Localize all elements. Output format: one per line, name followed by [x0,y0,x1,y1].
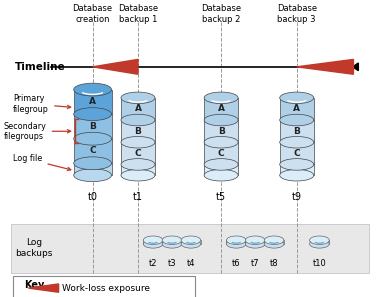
Text: t3: t3 [168,259,176,268]
Ellipse shape [280,159,314,170]
Ellipse shape [245,240,265,248]
Text: B: B [218,127,225,136]
Ellipse shape [121,114,155,126]
Ellipse shape [181,236,201,244]
Bar [280,165,314,175]
Bar [280,120,314,142]
Text: t7: t7 [251,259,259,268]
Ellipse shape [280,136,314,148]
Bar [310,240,329,244]
Bar [11,224,369,273]
Ellipse shape [162,240,182,248]
Text: B: B [135,127,141,136]
Ellipse shape [204,170,238,181]
Bar [280,142,314,165]
Text: A: A [293,105,300,113]
Ellipse shape [143,240,163,248]
Ellipse shape [74,157,112,170]
Ellipse shape [74,132,112,145]
Text: t5: t5 [216,192,226,202]
Text: Log file: Log file [13,154,71,170]
Ellipse shape [181,240,201,248]
Bar [204,98,238,120]
Text: Database
backup 3: Database backup 3 [277,4,317,24]
Bar [162,240,182,244]
Polygon shape [353,63,358,71]
Text: t0: t0 [88,192,98,202]
Bar [74,139,112,163]
Text: Timeline: Timeline [15,62,66,72]
Ellipse shape [121,136,155,148]
Bar [143,240,163,244]
Ellipse shape [264,240,284,248]
Text: t9: t9 [292,192,302,202]
Ellipse shape [204,92,238,104]
Text: A: A [135,105,141,113]
Text: t1: t1 [133,192,143,202]
Text: Database
backup 2: Database backup 2 [201,4,241,24]
Bar [226,240,246,244]
Text: Log
backups: Log backups [15,238,53,258]
Text: Key: Key [25,280,45,290]
Ellipse shape [74,108,112,121]
Ellipse shape [310,240,329,248]
Text: Primary
filegroup: Primary filegroup [13,94,71,114]
Ellipse shape [121,92,155,104]
Ellipse shape [310,236,329,244]
Ellipse shape [162,236,182,244]
Bar [181,240,201,244]
Bar [74,90,112,114]
Ellipse shape [280,114,314,126]
Text: Work-loss exposure: Work-loss exposure [62,284,150,293]
Bar [121,142,155,165]
Ellipse shape [204,114,238,126]
Bar [280,98,314,120]
Ellipse shape [280,92,314,104]
Bar [74,163,112,175]
Ellipse shape [74,83,112,96]
Polygon shape [93,59,138,74]
Ellipse shape [204,159,238,170]
Bar [74,114,112,139]
Bar [204,142,238,165]
Ellipse shape [226,236,246,244]
Bar [245,240,265,244]
Text: t8: t8 [270,259,278,268]
Ellipse shape [74,169,112,182]
Bar [121,165,155,175]
Ellipse shape [264,236,284,244]
Text: t4: t4 [187,259,195,268]
Text: Secondary
filegroups: Secondary filegroups [4,121,71,141]
Bar [13,276,195,297]
Bar [264,240,284,244]
Ellipse shape [204,136,238,148]
Ellipse shape [245,236,265,244]
Text: C: C [293,149,300,158]
Bar [121,120,155,142]
Bar [204,120,238,142]
Text: A: A [218,105,225,113]
Ellipse shape [226,240,246,248]
Text: B: B [293,127,300,136]
Text: t10: t10 [313,259,326,268]
Text: Database
creation: Database creation [73,4,113,24]
Text: t2: t2 [149,259,157,268]
Text: t6: t6 [232,259,240,268]
Polygon shape [297,59,353,74]
Ellipse shape [121,170,155,181]
Ellipse shape [143,236,163,244]
Bar [204,165,238,175]
Text: C: C [218,149,225,158]
Text: B: B [89,122,96,131]
Text: Database
backup 1: Database backup 1 [118,4,158,24]
Text: C: C [135,149,141,158]
Polygon shape [28,284,59,292]
Ellipse shape [121,159,155,170]
Text: C: C [89,146,96,156]
Bar [121,98,155,120]
Text: A: A [89,97,96,106]
Ellipse shape [280,170,314,181]
